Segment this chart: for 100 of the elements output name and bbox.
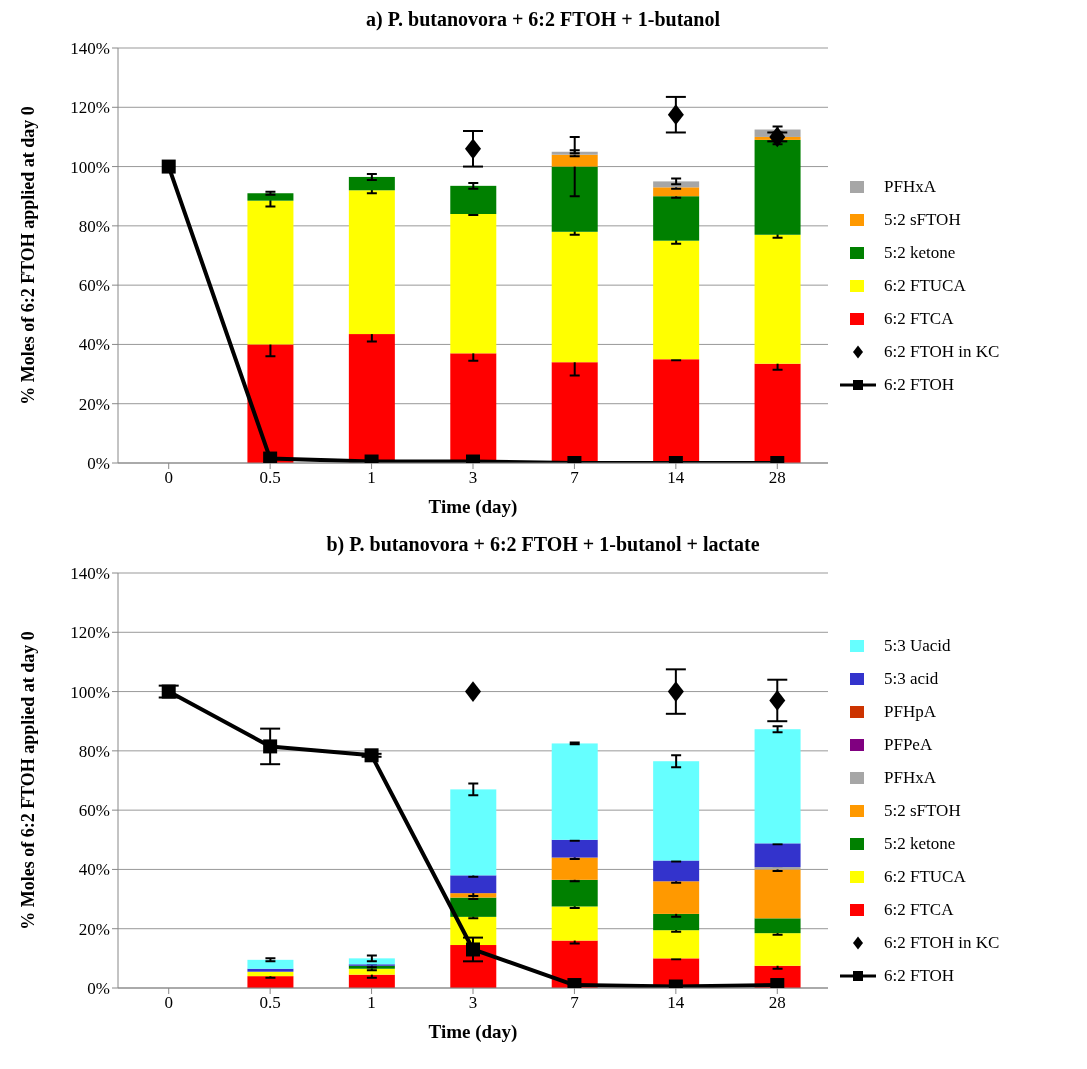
x-tick-label: 0 [164, 468, 173, 488]
legend-label: 5:2 sFTOH [884, 209, 961, 230]
bar [551, 879, 598, 907]
y-tick-label: 20% [78, 394, 110, 414]
y-tick-label: 40% [78, 860, 110, 880]
bar [450, 214, 497, 354]
x-tick-label: 3 [468, 468, 478, 488]
point [263, 739, 278, 754]
x-axis-title: Time (day) [428, 496, 518, 518]
bar [754, 139, 801, 235]
legend-label: PFPeA [884, 734, 933, 755]
bar [754, 234, 801, 364]
legend-label: 6:2 FTCA [884, 308, 954, 329]
point [769, 126, 786, 148]
x-tick-label: 28 [768, 993, 786, 1013]
y-tick-label: 40% [78, 335, 110, 355]
legend-label: 5:2 ketone [884, 833, 956, 854]
legend-label: 6:2 FTOH [884, 965, 955, 986]
x-tick-label: 0 [164, 993, 173, 1013]
bar [653, 860, 700, 882]
y-axis-title: % Moles of 6:2 FTOH applied at day 0 [18, 631, 39, 930]
legend-label: 5:3 Uacid [884, 635, 951, 656]
bar [653, 181, 700, 188]
legend-label: 5:2 ketone [884, 242, 956, 263]
legend-label: PFHxA [884, 176, 936, 197]
bar [653, 359, 700, 463]
x-axis-title: Time (day) [428, 1021, 518, 1043]
x-tick-label: 1 [367, 468, 376, 488]
x-tick-label: 14 [667, 468, 685, 488]
legend-label: PFHxA [884, 767, 936, 788]
y-tick-label: 100% [70, 157, 110, 177]
x-tick-label: 28 [768, 468, 786, 488]
bar [754, 869, 801, 919]
y-tick-label: 0% [87, 979, 110, 999]
y-tick-label: 120% [70, 98, 110, 118]
x-tick-label: 0.5 [259, 468, 281, 488]
bar [247, 200, 294, 345]
bar [754, 363, 801, 463]
x-tick-label: 1 [367, 993, 376, 1013]
bar [450, 897, 497, 917]
legend-label: 6:2 FTOH [884, 374, 955, 395]
bar [551, 906, 598, 941]
y-tick-label: 60% [78, 276, 110, 296]
point [161, 684, 176, 699]
bar [450, 353, 497, 463]
bar [551, 231, 598, 363]
y-tick-label: 140% [70, 39, 110, 59]
legend-label: 5:2 sFTOH [884, 800, 961, 821]
x-tick-label: 3 [468, 993, 478, 1013]
legend-label: 6:2 FTCA [884, 899, 954, 920]
x-tick-label: 14 [667, 993, 685, 1013]
point [364, 748, 379, 763]
bar [247, 968, 294, 972]
bar [348, 968, 395, 975]
y-tick-label: 140% [70, 564, 110, 584]
legend-label: 6:2 FTOH in KC [884, 932, 1000, 953]
legend-label: 5:3 acid [884, 668, 939, 689]
bar [348, 334, 395, 463]
bar [653, 930, 700, 959]
y-tick-label: 80% [78, 216, 110, 236]
bar [754, 918, 801, 934]
bar [551, 857, 598, 880]
point [465, 681, 481, 702]
point [466, 942, 480, 957]
bar [450, 185, 497, 214]
x-tick-label: 7 [570, 993, 580, 1013]
bar [551, 166, 598, 232]
y-axis-title: % Moles of 6:2 FTOH applied at day 0 [18, 106, 39, 405]
bar [247, 193, 294, 201]
point [465, 138, 481, 160]
point [769, 690, 786, 711]
bar [653, 761, 700, 861]
bar [450, 789, 497, 876]
bar [653, 240, 700, 360]
point [263, 451, 278, 463]
bar [247, 344, 294, 463]
y-tick-label: 120% [70, 623, 110, 643]
bar [551, 839, 598, 858]
y-tick-label: 100% [70, 682, 110, 702]
bar [653, 187, 700, 197]
bar [551, 362, 598, 463]
bar [551, 743, 598, 840]
legend-label: 6:2 FTUCA [884, 275, 966, 296]
y-tick-label: 20% [78, 919, 110, 939]
bar [653, 196, 700, 241]
bar [754, 729, 801, 844]
bar [348, 958, 395, 965]
bar [247, 971, 294, 977]
legend-label: PFHpA [884, 701, 936, 722]
bar [450, 875, 497, 894]
y-tick-label: 60% [78, 801, 110, 821]
y-tick-label: 80% [78, 741, 110, 761]
bar [653, 881, 700, 914]
point [161, 159, 176, 174]
x-tick-label: 7 [570, 468, 580, 488]
point [667, 681, 684, 702]
bar [551, 154, 598, 167]
bar [754, 843, 801, 868]
chart-title: a) P. butanovora + 6:2 FTOH + 1-butanol [365, 8, 721, 32]
legend-label: 6:2 FTUCA [884, 866, 966, 887]
